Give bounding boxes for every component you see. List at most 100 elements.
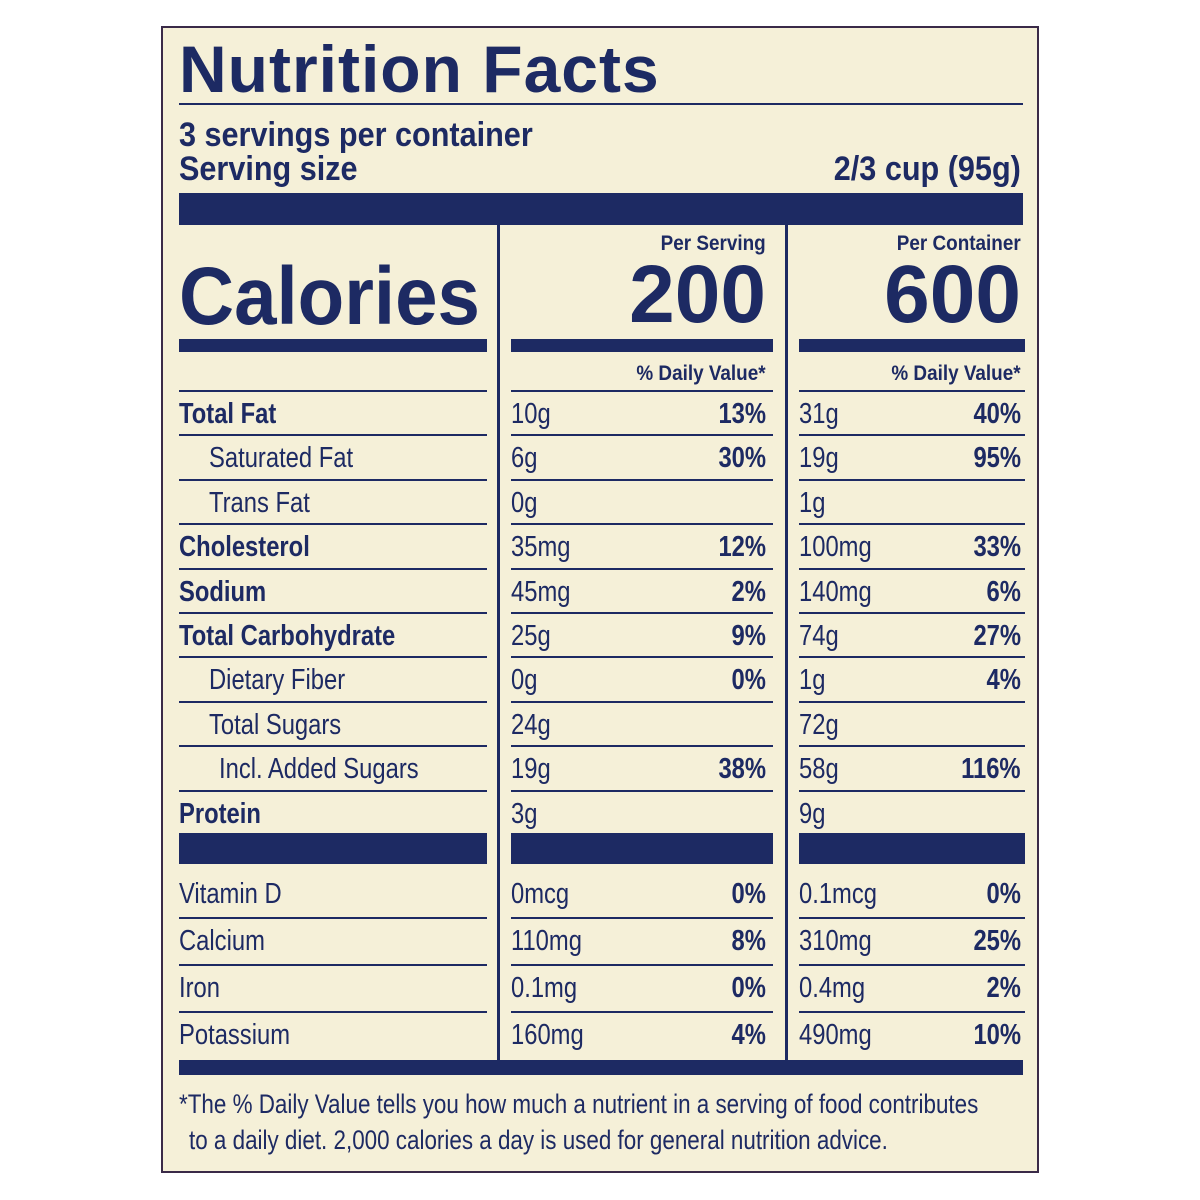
- vitamin-rule-0-c: [799, 917, 1025, 919]
- container-daily-value: 2%: [986, 972, 1021, 1004]
- nutrient-rule-3-b: [511, 568, 773, 570]
- dv-header-rule-b: [511, 390, 773, 392]
- vitamin-thick-rule-c: [799, 833, 1025, 864]
- nutrient-rule-2-a: [179, 523, 487, 525]
- vitamin-rule-2-c: [799, 1011, 1025, 1013]
- container-daily-value: 116%: [961, 753, 1021, 785]
- nutrient-rule-3-c: [799, 568, 1025, 570]
- nutrient-rule-4-a: [179, 612, 487, 614]
- vitamin-rule-2-b: [511, 1011, 773, 1013]
- serving-daily-value: 4%: [731, 1019, 766, 1051]
- per-serving-dv-header: % Daily Value*: [636, 362, 766, 385]
- container-amount: 0.1mcg: [799, 878, 877, 910]
- vitamin-rule-0-a: [179, 917, 487, 919]
- serving-daily-value: 13%: [718, 398, 766, 430]
- calories-rule-left: [179, 339, 487, 352]
- serving-amount: 3g: [511, 798, 538, 830]
- serving-daily-value: 2%: [731, 576, 766, 608]
- vitamin-thick-rule-b: [511, 833, 773, 864]
- container-daily-value: 27%: [973, 620, 1021, 652]
- servings-per-container: 3 servings per container: [179, 116, 533, 154]
- per-container-header: Per Container: [897, 232, 1021, 255]
- serving-daily-value: 8%: [731, 925, 766, 957]
- nutrient-rule-5-a: [179, 656, 487, 658]
- nutrient-rule-8-b: [511, 790, 773, 792]
- vitamin-rule-1-a: [179, 964, 487, 966]
- container-amount: 9g: [799, 798, 826, 830]
- column-divider-2: [785, 225, 788, 1067]
- serving-amount: 0g: [511, 664, 538, 696]
- per-serving-header: Per Serving: [660, 232, 766, 255]
- serving-amount: 35mg: [511, 531, 571, 563]
- container-amount: 1g: [799, 487, 826, 519]
- nutrient-name: Total Carbohydrate: [179, 620, 396, 652]
- container-daily-value: 10%: [973, 1019, 1021, 1051]
- nutrient-rule-1-a: [179, 479, 487, 481]
- container-daily-value: 95%: [973, 442, 1021, 474]
- nutrient-rule-7-a: [179, 745, 487, 747]
- thick-rule-top: [179, 193, 1023, 225]
- nutrient-name: Saturated Fat: [209, 442, 354, 474]
- serving-size-label: Serving size: [179, 150, 358, 188]
- nutrient-rule-2-b: [511, 523, 773, 525]
- per-serving-calories: 200: [629, 249, 766, 340]
- serving-amount: 0.1mg: [511, 972, 578, 1004]
- vitamin-name: Calcium: [179, 925, 265, 957]
- nutrient-rule-0-c: [799, 434, 1025, 436]
- nutrient-name: Cholesterol: [179, 531, 310, 563]
- serving-amount: 160mg: [511, 1019, 584, 1051]
- container-amount: 0.4mg: [799, 972, 866, 1004]
- nutrient-rule-3-a: [179, 568, 487, 570]
- container-daily-value: 25%: [973, 925, 1021, 957]
- container-amount: 19g: [799, 442, 839, 474]
- nutrient-rule-1-c: [799, 479, 1025, 481]
- calories-rule-mid: [511, 339, 773, 352]
- nutrient-rule-4-b: [511, 612, 773, 614]
- serving-daily-value: 30%: [718, 442, 766, 474]
- serving-daily-value: 0%: [731, 972, 766, 1004]
- serving-amount: 25g: [511, 620, 551, 652]
- nutrient-rule-4-c: [799, 612, 1025, 614]
- container-amount: 74g: [799, 620, 839, 652]
- nutrient-rule-2-c: [799, 523, 1025, 525]
- nutrient-name: Protein: [179, 798, 261, 830]
- nutrient-rule-6-a: [179, 701, 487, 703]
- container-amount: 100mg: [799, 531, 872, 563]
- container-amount: 58g: [799, 753, 839, 785]
- container-daily-value: 6%: [986, 576, 1021, 608]
- serving-daily-value: 0%: [731, 664, 766, 696]
- container-amount: 1g: [799, 664, 826, 696]
- nutrient-name: Trans Fat: [209, 487, 310, 519]
- nutrient-name: Incl. Added Sugars: [219, 753, 419, 785]
- container-amount: 72g: [799, 709, 839, 741]
- serving-daily-value: 12%: [718, 531, 766, 563]
- vitamin-rule-1-c: [799, 964, 1025, 966]
- nutrient-rule-0-a: [179, 434, 487, 436]
- serving-daily-value: 38%: [718, 753, 766, 785]
- nutrient-rule-8-a: [179, 790, 487, 792]
- vitamin-rule-0-b: [511, 917, 773, 919]
- per-container-dv-header: % Daily Value*: [891, 362, 1021, 385]
- vitamin-name: Potassium: [179, 1019, 291, 1051]
- serving-size-value: 2/3 cup (95g): [833, 150, 1021, 188]
- serving-amount: 24g: [511, 709, 551, 741]
- container-daily-value: 0%: [986, 878, 1021, 910]
- vitamin-rule-2-a: [179, 1011, 487, 1013]
- nutrient-rule-5-b: [511, 656, 773, 658]
- container-daily-value: 4%: [986, 664, 1021, 696]
- dv-header-rule-c: [799, 390, 1025, 392]
- calories-label: Calories: [179, 251, 480, 342]
- serving-amount: 110mg: [511, 925, 582, 957]
- nutrition-facts-label: Nutrition Facts 3 servings per container…: [161, 26, 1039, 1173]
- serving-amount: 10g: [511, 398, 551, 430]
- container-amount: 490mg: [799, 1019, 872, 1051]
- label-title: Nutrition Facts: [179, 32, 660, 106]
- serving-amount: 45mg: [511, 576, 571, 608]
- nutrient-name: Total Sugars: [209, 709, 342, 741]
- nutrient-rule-8-c: [799, 790, 1025, 792]
- nutrient-name: Total Fat: [179, 398, 277, 430]
- dv-header-rule-a: [179, 390, 487, 392]
- nutrient-rule-6-c: [799, 701, 1025, 703]
- column-divider-1: [497, 225, 500, 1067]
- nutrient-name: Sodium: [179, 576, 267, 608]
